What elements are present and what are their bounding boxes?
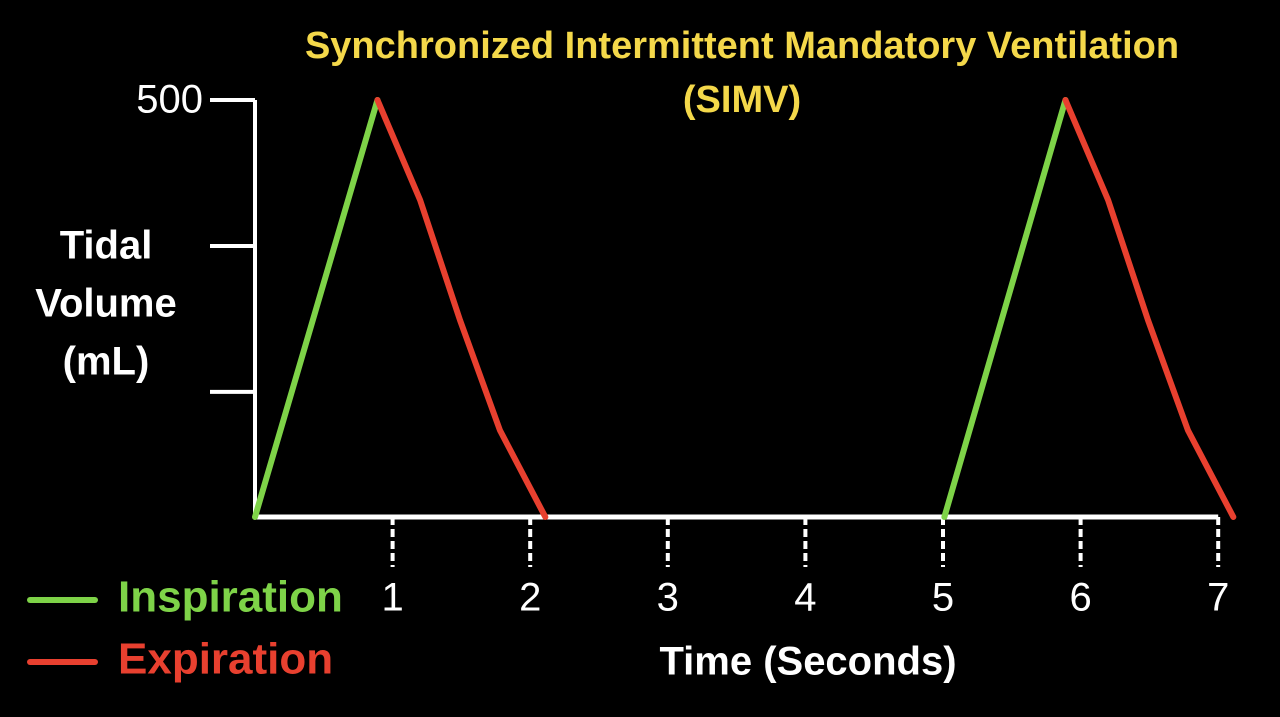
chart-title: Synchronized Intermittent Mandatory Vent…	[305, 25, 1179, 67]
x-tick-label: 4	[794, 576, 816, 620]
x-tick-label: 2	[519, 576, 541, 620]
x-tick-label: 6	[1069, 576, 1091, 620]
y-axis-label: (mL)	[63, 340, 150, 384]
y-axis-label: Tidal	[60, 224, 153, 268]
series-line	[252, 97, 1069, 520]
x-tick-label: 7	[1207, 576, 1229, 620]
series-line	[374, 97, 1237, 520]
x-tick-label: 3	[657, 576, 679, 620]
y-axis-label: Volume	[35, 282, 177, 326]
legend-label: Inspiration	[118, 573, 343, 622]
x-tick-label: 5	[932, 576, 954, 620]
x-axis-label: Time (Seconds)	[659, 640, 956, 684]
chart-title: (SIMV)	[683, 79, 801, 121]
legend-label: Expiration	[118, 635, 333, 684]
y-tick-label: 500	[136, 78, 203, 122]
x-tick-label: 1	[381, 576, 403, 620]
